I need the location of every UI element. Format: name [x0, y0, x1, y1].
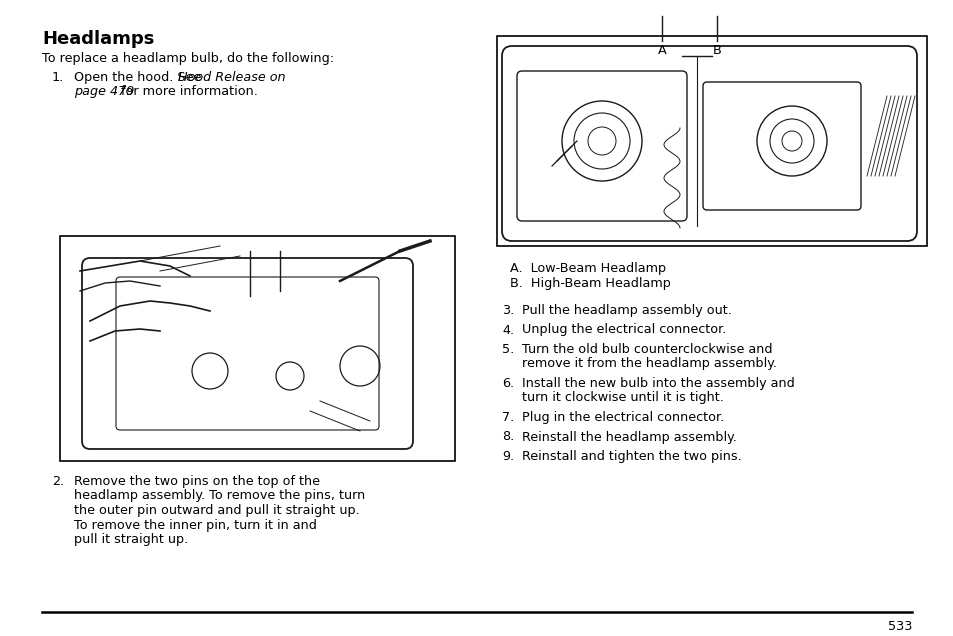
Text: 8.: 8.: [501, 431, 514, 443]
Text: To remove the inner pin, turn it in and: To remove the inner pin, turn it in and: [74, 518, 316, 532]
Bar: [60, 236, 455, 461]
Text: for more information.: for more information.: [117, 85, 257, 98]
Text: To replace a headlamp bulb, do the following:: To replace a headlamp bulb, do the follo…: [42, 52, 334, 65]
Text: Open the hood. See: Open the hood. See: [74, 71, 205, 84]
Text: Hood Release on: Hood Release on: [178, 71, 285, 84]
Text: 9.: 9.: [501, 450, 514, 463]
Text: Reinstall the headlamp assembly.: Reinstall the headlamp assembly.: [521, 431, 736, 443]
Text: Reinstall and tighten the two pins.: Reinstall and tighten the two pins.: [521, 450, 741, 463]
Text: 5.: 5.: [501, 343, 514, 356]
Text: 1.: 1.: [52, 71, 64, 84]
Text: 533: 533: [886, 620, 911, 633]
Text: B.  High-Beam Headlamp: B. High-Beam Headlamp: [510, 277, 670, 290]
Text: Plug in the electrical connector.: Plug in the electrical connector.: [521, 411, 723, 424]
Text: 2.: 2.: [52, 475, 64, 488]
Text: A.  Low-Beam Headlamp: A. Low-Beam Headlamp: [510, 262, 665, 275]
Text: 4.: 4.: [501, 324, 514, 336]
Text: Unplug the electrical connector.: Unplug the electrical connector.: [521, 324, 725, 336]
Text: remove it from the headlamp assembly.: remove it from the headlamp assembly.: [521, 357, 776, 371]
Bar: [497, 36, 926, 246]
Text: B: B: [712, 44, 720, 57]
Text: turn it clockwise until it is tight.: turn it clockwise until it is tight.: [521, 392, 723, 404]
Text: Pull the headlamp assembly out.: Pull the headlamp assembly out.: [521, 304, 731, 317]
Text: Remove the two pins on the top of the: Remove the two pins on the top of the: [74, 475, 319, 488]
Text: headlamp assembly. To remove the pins, turn: headlamp assembly. To remove the pins, t…: [74, 490, 365, 502]
Text: pull it straight up.: pull it straight up.: [74, 533, 188, 546]
Text: page 479: page 479: [74, 85, 134, 98]
Text: 7.: 7.: [501, 411, 514, 424]
Text: Headlamps: Headlamps: [42, 30, 154, 48]
Text: Turn the old bulb counterclockwise and: Turn the old bulb counterclockwise and: [521, 343, 772, 356]
Text: 6.: 6.: [501, 377, 514, 390]
Text: 3.: 3.: [501, 304, 514, 317]
Text: Install the new bulb into the assembly and: Install the new bulb into the assembly a…: [521, 377, 794, 390]
Text: A: A: [657, 44, 666, 57]
Text: the outer pin outward and pull it straight up.: the outer pin outward and pull it straig…: [74, 504, 359, 517]
